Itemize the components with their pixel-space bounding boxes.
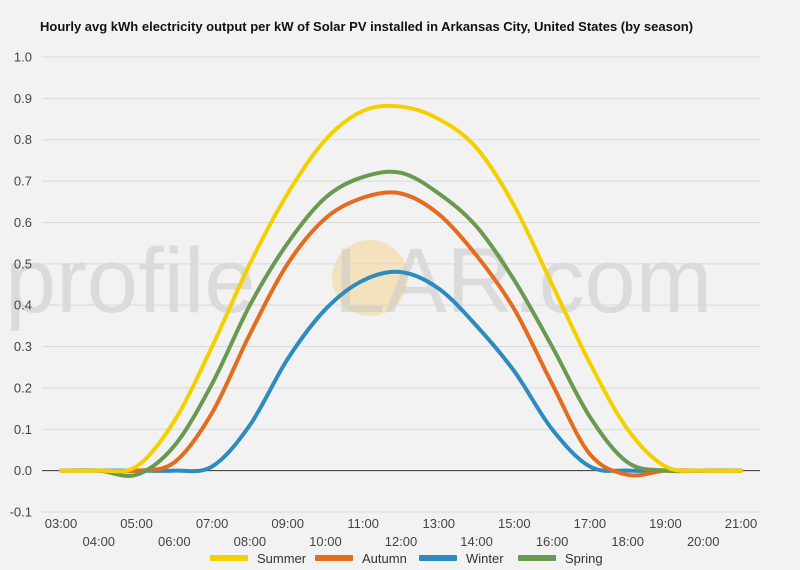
- x-tick-label: 05:00: [120, 516, 153, 531]
- x-tick-label: 12:00: [385, 534, 418, 549]
- watermark-text-left: profile: [5, 230, 256, 332]
- series-line-spring: [59, 169, 743, 478]
- y-tick-label: 0.6: [14, 215, 32, 230]
- watermark-text-right: LAR.com: [334, 230, 712, 332]
- x-tick-label: 09:00: [271, 516, 304, 531]
- series-line-summer: [59, 103, 743, 474]
- x-tick-label: 15:00: [498, 516, 531, 531]
- x-tick-label: 03:00: [45, 516, 78, 531]
- y-tick-label: 0.7: [14, 174, 32, 189]
- x-tick-label: 21:00: [725, 516, 758, 531]
- legend-item-winter[interactable]: Winter: [419, 551, 504, 566]
- x-tick-label: 06:00: [158, 534, 191, 549]
- y-tick-label: 0.9: [14, 91, 32, 106]
- legend-item-autumn[interactable]: Autumn: [315, 551, 407, 566]
- x-tick-label: 14:00: [460, 534, 493, 549]
- y-tick-label: 0.3: [14, 339, 32, 354]
- legend-label: Spring: [565, 551, 603, 566]
- legend-label: Winter: [466, 551, 504, 566]
- y-tick-label: 0.1: [14, 422, 32, 437]
- legend-label: Autumn: [362, 551, 407, 566]
- x-tick-label: 17:00: [574, 516, 607, 531]
- legend-item-summer[interactable]: Summer: [210, 551, 307, 566]
- series-lines: [59, 103, 743, 478]
- y-tick-label: 0.2: [14, 380, 32, 395]
- legend-label: Summer: [257, 551, 307, 566]
- y-tick-label: 0.0: [14, 463, 32, 478]
- x-tick-label: 18:00: [611, 534, 644, 549]
- y-tick-label: 0.5: [14, 256, 32, 271]
- x-tick-label: 19:00: [649, 516, 682, 531]
- x-tick-label: 20:00: [687, 534, 720, 549]
- legend-swatch: [518, 555, 556, 561]
- legend-swatch: [315, 555, 353, 561]
- watermark: profile LAR.com: [5, 230, 712, 332]
- y-tick-label: 0.8: [14, 132, 32, 147]
- x-tick-label: 13:00: [423, 516, 456, 531]
- x-axis-ticks: 03:00 04:00 05:00 06:00 07:00 08:00 09:00 10:00…: [45, 516, 758, 549]
- legend-item-spring[interactable]: Spring: [518, 551, 603, 566]
- x-tick-label: 07:00: [196, 516, 229, 531]
- y-tick-label: 1.0: [14, 50, 32, 65]
- x-tick-label: 11:00: [347, 516, 379, 531]
- y-tick-label: 0.4: [14, 298, 32, 313]
- x-tick-label: 08:00: [234, 534, 267, 549]
- legend-swatch: [210, 555, 248, 561]
- x-tick-label: 10:00: [309, 534, 342, 549]
- series-line-autumn: [59, 190, 743, 478]
- x-tick-label: 16:00: [536, 534, 569, 549]
- legend-swatch: [419, 555, 457, 561]
- y-tick-label: -0.1: [10, 505, 32, 520]
- chart-title: Hourly avg kWh electricity output per kW…: [40, 19, 694, 34]
- series-line-winter: [59, 269, 743, 474]
- legend: Summer Autumn Winter Spring: [210, 551, 603, 566]
- y-axis-ticks: -0.1 0.0 0.1 0.2 0.3 0.4 0.5 0.6 0.7 0.8 0.9 1.0: [10, 50, 32, 520]
- x-tick-label: 04:00: [83, 534, 116, 549]
